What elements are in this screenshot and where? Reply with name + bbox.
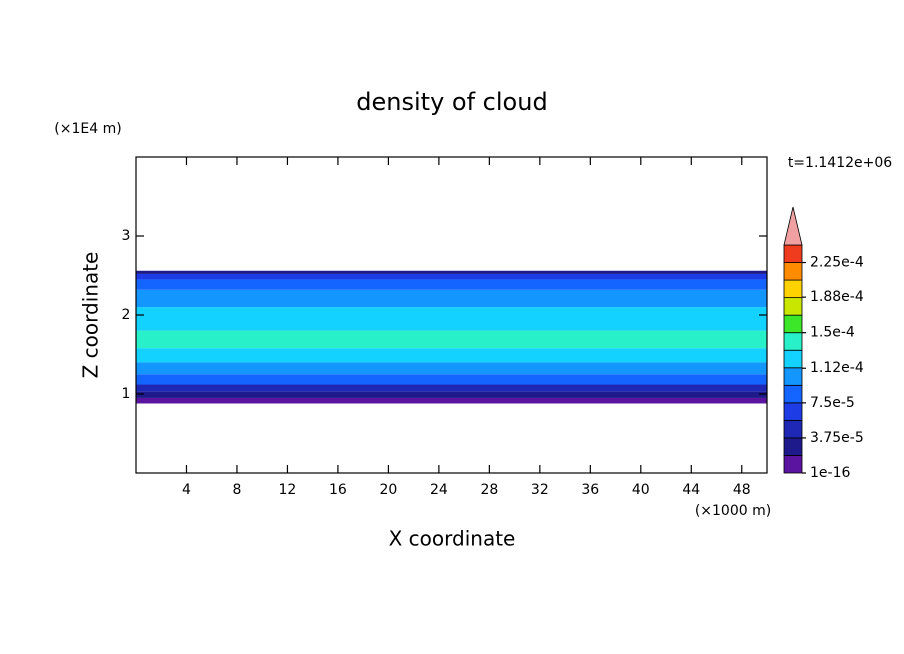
contour-band [136, 374, 767, 385]
field [136, 270, 767, 404]
contour-band [136, 289, 767, 308]
x-tick-label: 8 [232, 482, 241, 498]
colorbar-box [783, 455, 803, 474]
colorbar-box [783, 262, 803, 281]
x-tick-label: 48 [733, 482, 751, 498]
colorbar-tick-label: 3.75e-5 [810, 430, 864, 446]
y-axis-label: Z coordinate [79, 252, 103, 379]
x-unit: (×1000 m) [695, 503, 771, 519]
colorbar-box [783, 402, 803, 421]
colorbar-box [783, 332, 803, 351]
colorbar-tick-label: 1.88e-4 [810, 289, 864, 305]
contour-band [136, 391, 767, 398]
x-tick-label: 40 [632, 482, 650, 498]
colorbar-box [783, 244, 803, 263]
overlay: 4 8 12 16 20 24 28 32 36 40 44 481231e-163.75e-57.5… [122, 156, 864, 498]
colorbar-box [783, 349, 803, 369]
x-tick-label: 32 [531, 482, 549, 498]
x-tick-label: 44 [682, 482, 700, 498]
x-tick-label: 12 [279, 482, 297, 498]
chart-title: density of cloud [356, 88, 547, 116]
contour-band [136, 279, 767, 290]
x-tick-label: 24 [430, 482, 448, 498]
colorbar-extend [783, 206, 803, 246]
contour-band [136, 307, 767, 331]
contour-band [136, 348, 767, 363]
colorbar-tick-label: 1e-16 [810, 465, 850, 481]
y-tick-label: 1 [122, 386, 131, 402]
x-tick-label: 4 [182, 482, 191, 498]
colorbar-tick-label: 1.12e-4 [810, 360, 864, 376]
x-axis-label: X coordinate [389, 527, 516, 551]
x-tick-label: 36 [581, 482, 599, 498]
colorbar-box [783, 297, 803, 316]
colorbar-box [783, 279, 803, 299]
colorbar-box [783, 419, 803, 439]
colorbar-box [783, 314, 803, 334]
time-label: t=1.1412e+06 [788, 155, 892, 171]
x-tick-label: 20 [379, 482, 397, 498]
x-tick-label: 16 [329, 482, 347, 498]
contour-band [136, 384, 767, 392]
colorbar-box [783, 367, 803, 386]
colorbar-tick-label: 2.25e-4 [810, 255, 864, 271]
contour-band [136, 270, 767, 274]
colorbar-box [783, 437, 803, 456]
y-tick-label: 3 [122, 228, 131, 244]
contour-band [136, 362, 767, 375]
y-unit: (×1E4 m) [54, 121, 121, 137]
x-tick-label: 28 [480, 482, 498, 498]
y-tick-label: 2 [122, 307, 131, 323]
colorbar-tick-label: 7.5e-5 [810, 395, 855, 411]
colorbar-box [783, 384, 803, 404]
contour-band [136, 330, 767, 349]
contour-band [136, 397, 767, 404]
colorbar-tick-label: 1.5e-4 [810, 325, 855, 341]
contour-band [136, 273, 767, 280]
